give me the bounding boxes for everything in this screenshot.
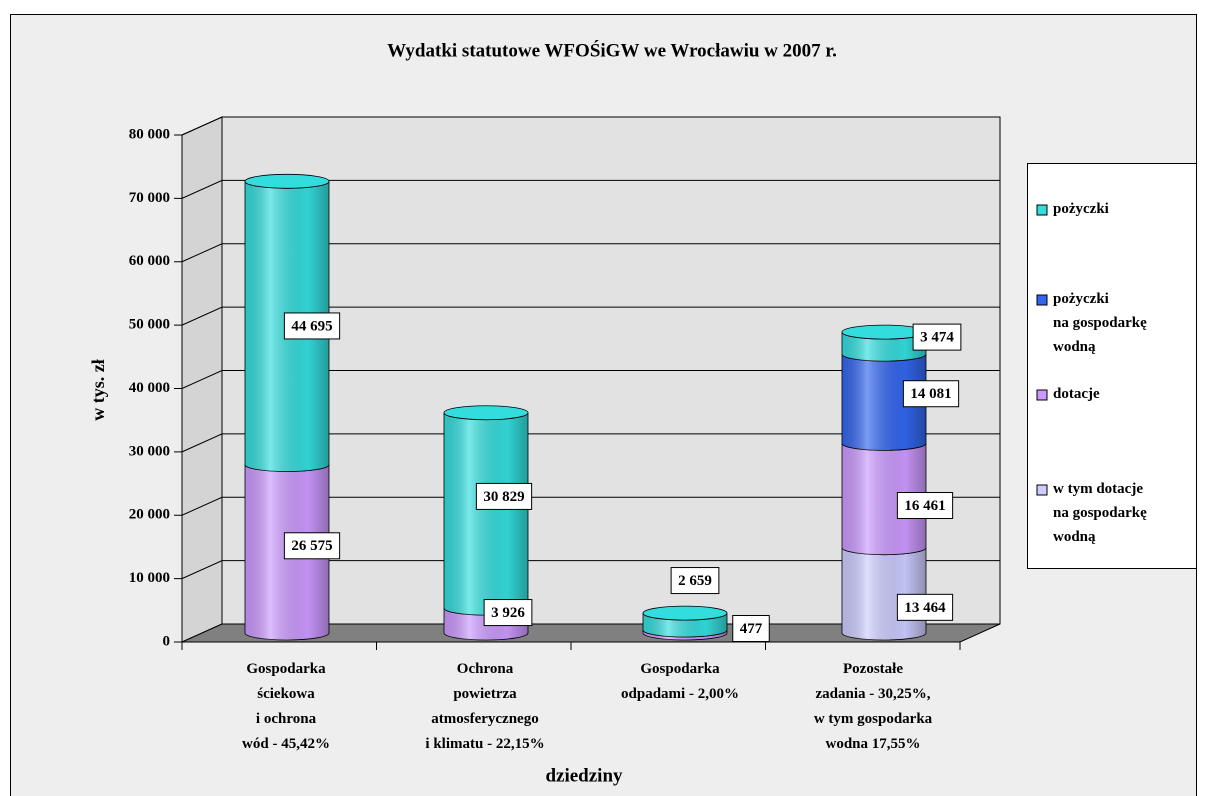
value-label: 44 695 bbox=[291, 318, 332, 334]
value-label-box bbox=[483, 599, 533, 627]
grid-line bbox=[181, 560, 1000, 580]
grid-line bbox=[181, 433, 1000, 453]
cylinder-shade bbox=[842, 332, 926, 362]
y-tick-label: 20 000 bbox=[129, 507, 170, 523]
value-label: 14 081 bbox=[910, 386, 951, 402]
value-label-box bbox=[896, 593, 954, 621]
value-label-box bbox=[670, 567, 720, 595]
grid-line bbox=[181, 116, 1000, 136]
y-tick-label: 30 000 bbox=[129, 443, 170, 459]
y-tick-label: 60 000 bbox=[129, 253, 170, 269]
cylinder-shade bbox=[444, 412, 528, 616]
legend-label: pożyczki na gospodarkę wodną bbox=[1053, 291, 1147, 355]
value-label: 16 461 bbox=[904, 498, 945, 514]
x-tick-label: Gospodarka ściekowa i ochrona wód - 45,42% bbox=[242, 661, 330, 752]
grid-line bbox=[181, 243, 1000, 263]
grid-line bbox=[181, 370, 1000, 389]
value-label-box bbox=[732, 614, 770, 642]
grid-line bbox=[181, 306, 1000, 326]
value-label: 3 474 bbox=[920, 330, 954, 346]
grid-line bbox=[181, 496, 1000, 516]
legend-box bbox=[1027, 163, 1197, 569]
value-label: 30 829 bbox=[483, 489, 524, 505]
cylinder-shade bbox=[842, 443, 926, 555]
cylinder-top bbox=[642, 605, 728, 621]
value-label-box bbox=[475, 482, 533, 510]
cylinder-shade bbox=[643, 613, 727, 637]
legend-label: dotacje bbox=[1053, 386, 1100, 402]
cylinder-top bbox=[244, 173, 330, 189]
legend-label: pożyczki bbox=[1053, 201, 1109, 217]
value-label: 13 464 bbox=[904, 600, 946, 616]
grid-line bbox=[181, 179, 1000, 199]
value-label: 26 575 bbox=[291, 538, 332, 554]
cylinder-top bbox=[443, 405, 529, 421]
value-label-box bbox=[912, 323, 962, 351]
legend-swatch bbox=[1036, 389, 1048, 401]
x-tick-label: Ochrona powietrza atmosferycznego i klimatu… bbox=[425, 661, 544, 752]
y-tick-label: 80 000 bbox=[129, 126, 170, 142]
value-label: 3 926 bbox=[491, 605, 525, 621]
value-label-box bbox=[902, 380, 960, 408]
x-tick-label: Gospodarka odpadami - 2,00% bbox=[621, 661, 739, 702]
value-label-box bbox=[896, 492, 954, 520]
cylinder-shade bbox=[842, 354, 926, 451]
y-tick-label: 0 bbox=[163, 633, 171, 649]
legend-label: w tym dotacje na gospodarkę wodną bbox=[1053, 481, 1147, 545]
value-label: 2 659 bbox=[678, 573, 712, 589]
y-tick-label: 10 000 bbox=[129, 570, 170, 586]
legend-swatch bbox=[1036, 204, 1048, 216]
value-label-box bbox=[283, 312, 341, 340]
legend-swatch bbox=[1036, 294, 1048, 306]
x-axis-label: dziedziny bbox=[545, 765, 623, 786]
y-tick-label: 50 000 bbox=[129, 317, 170, 333]
x-tick-label: Pozostałe zadania - 30,25%, w tym gospodar… bbox=[814, 661, 933, 752]
value-label: 477 bbox=[740, 621, 763, 637]
cylinder-shade bbox=[643, 629, 727, 640]
chart-title: Wydatki statutowe WFOŚiGW we Wrocławiu w… bbox=[387, 39, 837, 61]
value-label-box bbox=[283, 532, 341, 560]
y-tick-label: 70 000 bbox=[129, 190, 170, 206]
legend-swatch bbox=[1036, 484, 1048, 496]
y-tick-label: 40 000 bbox=[129, 380, 170, 396]
y-axis-label: w tys. zł bbox=[88, 359, 108, 421]
